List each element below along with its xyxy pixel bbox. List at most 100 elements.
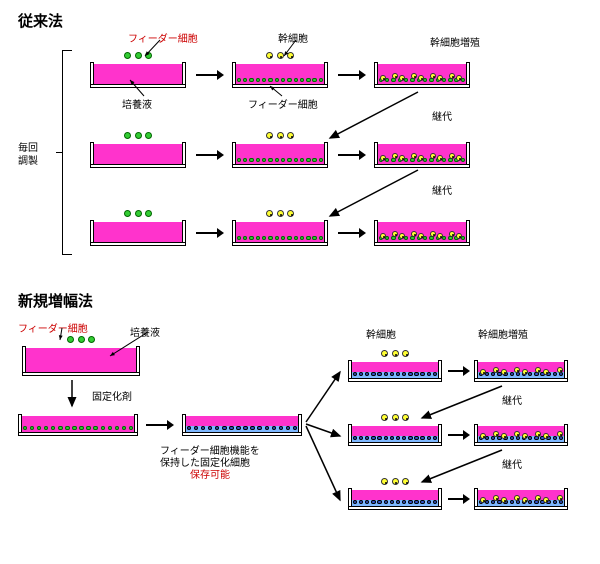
passage-label-2: 継代 — [432, 182, 452, 197]
cell — [384, 436, 388, 440]
medium-label: 培養液 — [122, 96, 152, 111]
medium-fill — [26, 348, 136, 372]
medium-fill — [94, 64, 182, 84]
cell — [312, 158, 316, 162]
cell — [268, 158, 272, 162]
floating-cell — [402, 414, 409, 421]
stem-cell — [380, 155, 386, 161]
arrow — [196, 70, 224, 80]
cell — [279, 426, 283, 430]
floating-cell — [266, 52, 273, 59]
s2-feeder-label: フィーダー細胞 — [18, 320, 88, 335]
stem-cell — [392, 231, 398, 237]
cell — [510, 372, 514, 376]
stem-cell — [449, 153, 455, 159]
stem-cell — [418, 233, 424, 239]
s2-stem-label: 幹細胞 — [366, 326, 396, 341]
culture-dish — [90, 220, 186, 246]
cell — [222, 426, 226, 430]
culture-dish — [232, 62, 328, 88]
cell — [414, 500, 418, 504]
culture-dish — [374, 220, 470, 246]
culture-dish — [18, 414, 138, 436]
section1-title: 従来法 — [18, 10, 63, 31]
cell — [79, 426, 83, 430]
feeder-label: フィーダー細胞 — [128, 30, 198, 45]
stem-cell — [557, 495, 563, 501]
stem-cell — [418, 155, 424, 161]
floating-cell — [381, 414, 388, 421]
storable-label: 保存可能 — [190, 466, 230, 481]
cell — [377, 436, 381, 440]
cell — [256, 78, 260, 82]
cell — [312, 236, 316, 240]
cell — [390, 500, 394, 504]
cell — [294, 236, 298, 240]
floating-cell — [392, 414, 399, 421]
cell — [414, 436, 418, 440]
cell — [427, 372, 431, 376]
floating-cell — [277, 132, 284, 139]
cell — [268, 78, 272, 82]
s2-passage-1: 継代 — [502, 392, 522, 407]
cell — [287, 158, 291, 162]
arrow — [146, 420, 174, 430]
arrow — [338, 228, 366, 238]
cell — [420, 500, 424, 504]
floating-cell — [287, 52, 294, 59]
floating-cell — [266, 132, 273, 139]
floating-cell — [402, 350, 409, 357]
stem-cell — [501, 369, 507, 375]
culture-dish — [90, 142, 186, 168]
stem-cell — [399, 233, 405, 239]
floating-cell — [277, 52, 284, 59]
culture-dish — [232, 220, 328, 246]
cell — [306, 78, 310, 82]
arrow — [338, 150, 366, 160]
floating-cell — [145, 132, 152, 139]
arrow — [338, 70, 366, 80]
cell — [249, 158, 253, 162]
cell — [275, 78, 279, 82]
s2-passage-2: 継代 — [502, 456, 522, 471]
cell — [272, 426, 276, 430]
culture-dish — [374, 142, 470, 168]
stem-cell — [430, 73, 436, 79]
cell — [294, 158, 298, 162]
bracket-label: 毎回 調製 — [18, 142, 38, 168]
culture-dish — [348, 488, 442, 510]
cell — [390, 372, 394, 376]
culture-dish — [474, 360, 568, 382]
arrow — [448, 366, 470, 376]
cell — [371, 436, 375, 440]
floating-cell — [135, 132, 142, 139]
stem-cell — [522, 433, 528, 439]
cell — [312, 78, 316, 82]
cell — [553, 372, 557, 376]
proliferation-label: 幹細胞増殖 — [430, 34, 480, 49]
stem-cell — [557, 431, 563, 437]
culture-dish — [374, 62, 470, 88]
cell — [384, 500, 388, 504]
stem-cell — [437, 233, 443, 239]
cell — [427, 500, 431, 504]
cell — [93, 426, 97, 430]
stem-cell — [430, 153, 436, 159]
stem-cell — [522, 497, 528, 503]
floating-cell — [266, 210, 273, 217]
cell — [294, 78, 298, 82]
cell — [371, 372, 375, 376]
stem-cell — [543, 497, 549, 503]
stem-cell — [418, 75, 424, 81]
culture-dish — [232, 142, 328, 168]
floating-cell — [392, 478, 399, 485]
stem-cell — [480, 433, 486, 439]
cell — [306, 158, 310, 162]
passage-label-1: 継代 — [432, 108, 452, 123]
stem-cell — [456, 233, 462, 239]
cell — [108, 426, 112, 430]
cell — [236, 426, 240, 430]
floating-cell — [145, 52, 152, 59]
cell — [306, 236, 310, 240]
cell — [286, 426, 290, 430]
